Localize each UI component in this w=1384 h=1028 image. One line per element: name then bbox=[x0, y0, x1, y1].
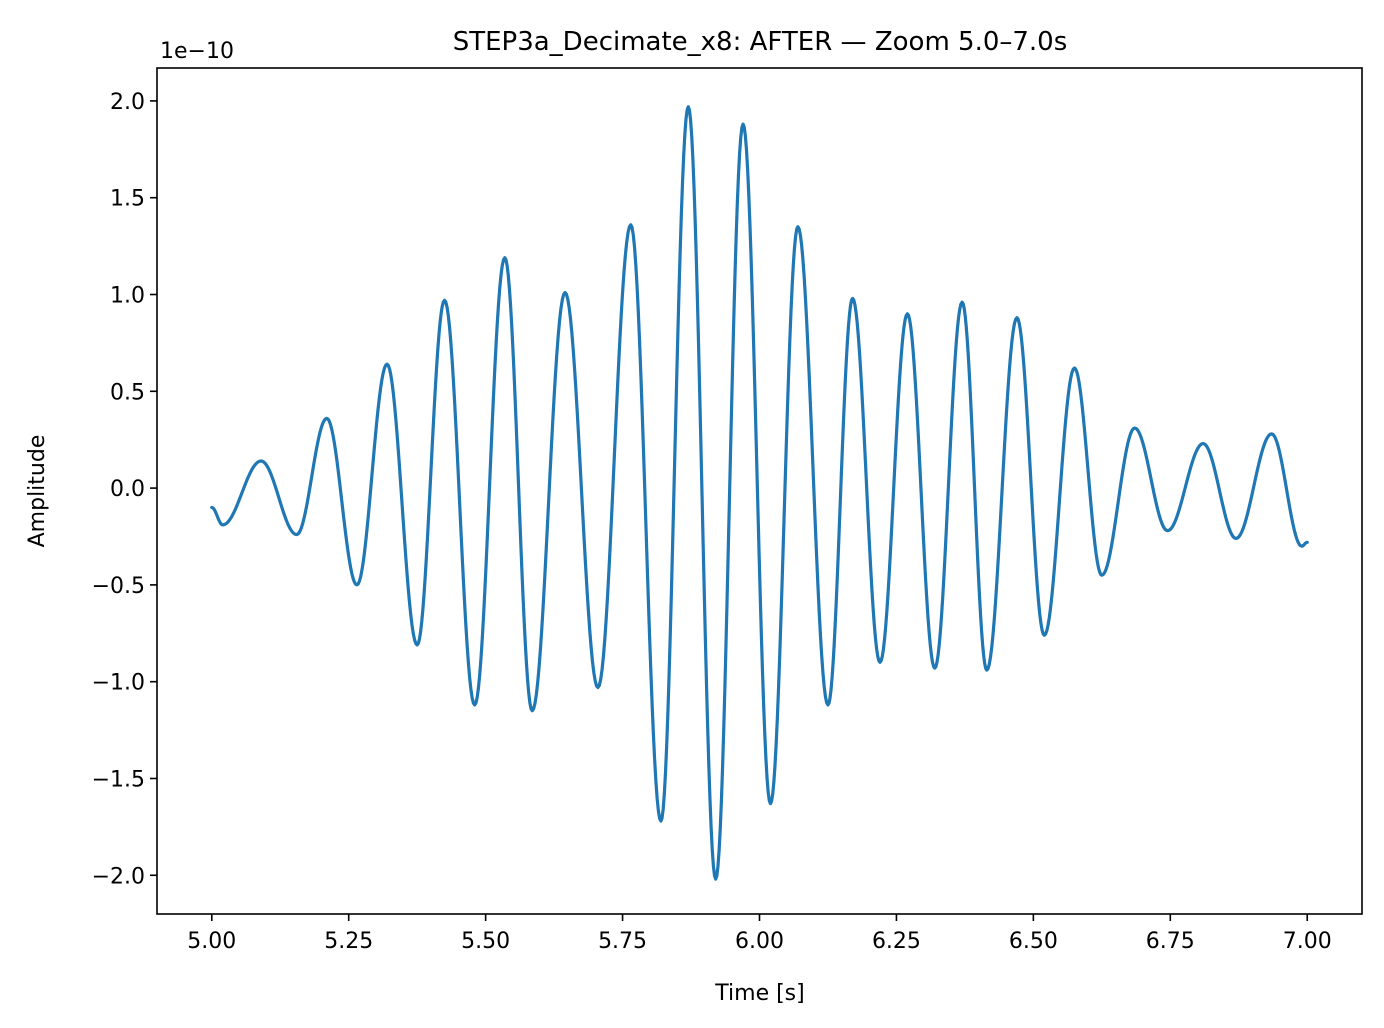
y-tick-label: −1.0 bbox=[92, 671, 145, 696]
x-tick-label: 5.75 bbox=[598, 929, 647, 954]
plot-area bbox=[157, 68, 1362, 914]
y-tick-label: −0.5 bbox=[92, 574, 145, 599]
y-tick-label: −1.5 bbox=[92, 767, 145, 792]
x-tick-label: 6.00 bbox=[735, 929, 784, 954]
x-tick-label: 5.50 bbox=[461, 929, 510, 954]
x-tick-label: 6.25 bbox=[872, 929, 921, 954]
x-tick-label: 6.75 bbox=[1146, 929, 1195, 954]
series-line bbox=[210, 105, 1309, 881]
y-tick-label: 0.0 bbox=[110, 477, 145, 502]
y-tick-label: −2.0 bbox=[92, 864, 145, 889]
y-offset-label: 1e−10 bbox=[160, 39, 234, 64]
y-tick-label: 2.0 bbox=[110, 90, 145, 115]
x-axis-ticks: 5.00 5.25 5.50 5.75 6.00 6.25 6.50 6.75 7.00 bbox=[187, 914, 1332, 954]
x-axis-label: Time [s] bbox=[714, 981, 804, 1006]
x-tick-label: 5.00 bbox=[187, 929, 236, 954]
y-axis-label: Amplitude bbox=[25, 435, 50, 548]
y-tick-label: 0.5 bbox=[110, 380, 145, 405]
chart-title: STEP3a_Decimate_x8: AFTER — Zoom 5.0–7.0… bbox=[453, 27, 1068, 57]
y-axis-ticks: −2.0 −1.5 −1.0 −0.5 0.0 0.5 1.0 1.5 2.0 bbox=[92, 90, 157, 889]
y-tick-label: 1.5 bbox=[110, 187, 145, 212]
x-tick-label: 7.00 bbox=[1283, 929, 1332, 954]
x-tick-label: 6.50 bbox=[1009, 929, 1058, 954]
y-tick-label: 1.0 bbox=[110, 284, 145, 309]
x-tick-label: 5.25 bbox=[324, 929, 373, 954]
plot-frame bbox=[156, 67, 1363, 915]
